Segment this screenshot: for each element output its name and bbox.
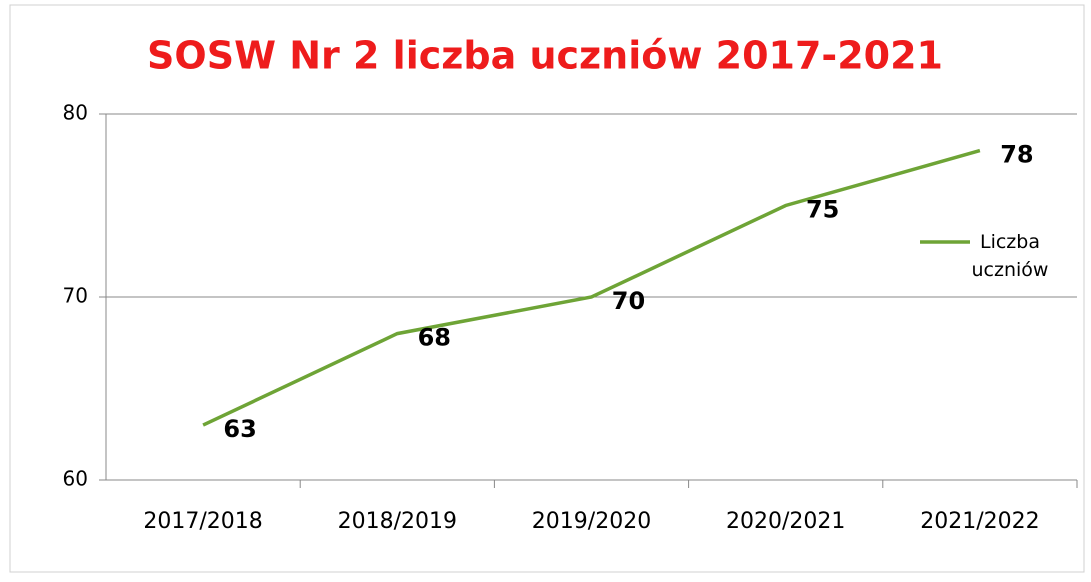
chart-title: SOSW Nr 2 liczba uczniów 2017-2021 <box>147 34 943 78</box>
x-tick-label: 2018/2019 <box>338 509 457 534</box>
data-label: 75 <box>806 196 839 224</box>
chart-border <box>9 4 1085 573</box>
data-label: 78 <box>1000 141 1033 169</box>
data-label: 63 <box>223 415 256 443</box>
legend-label: Liczba uczniów <box>971 231 1049 281</box>
legend: Liczba uczniów <box>971 231 1049 281</box>
x-tick-label: 2020/2021 <box>726 509 845 534</box>
y-tick-label: 80 <box>63 101 88 125</box>
y-tick-label: 70 <box>63 284 88 308</box>
x-tick-label: 2017/2018 <box>143 509 262 534</box>
data-label: 68 <box>418 324 451 352</box>
data-label: 70 <box>612 287 645 315</box>
y-tick-label: 60 <box>63 467 88 491</box>
x-tick-label: 2019/2020 <box>532 509 651 534</box>
line <box>202 148 981 427</box>
x-tick-label: 2021/2022 <box>920 509 1039 534</box>
